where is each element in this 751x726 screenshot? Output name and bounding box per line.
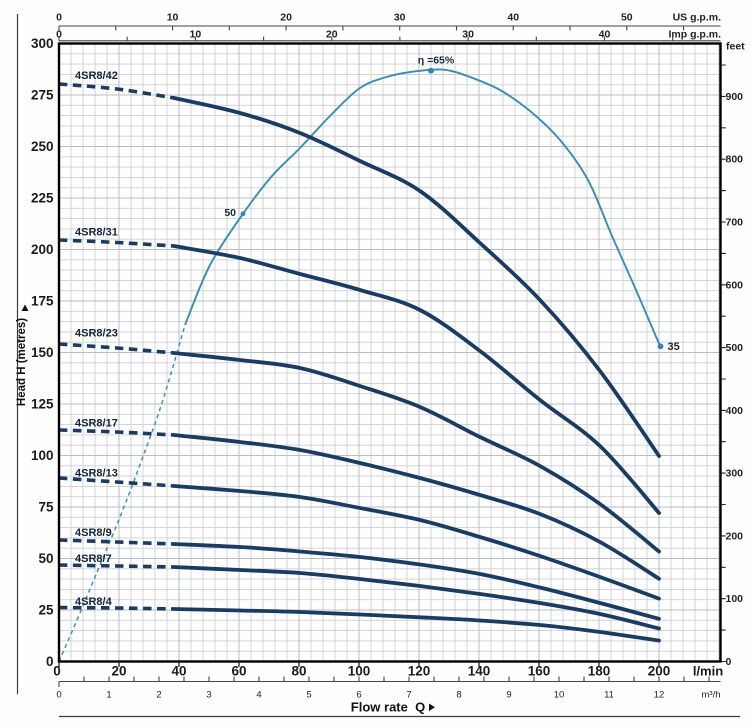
svg-text:120: 120: [408, 664, 431, 679]
svg-text:140: 140: [468, 664, 491, 679]
svg-text:0: 0: [56, 12, 62, 24]
svg-text:180: 180: [588, 664, 611, 679]
svg-text:8: 8: [456, 690, 461, 701]
svg-text:100: 100: [348, 664, 371, 679]
svg-text:20: 20: [111, 664, 126, 679]
svg-text:30: 30: [462, 29, 474, 41]
svg-text:2: 2: [156, 690, 161, 701]
svg-text:175: 175: [31, 294, 54, 309]
svg-text:100: 100: [726, 593, 744, 605]
svg-text:0: 0: [56, 29, 62, 41]
svg-text:200: 200: [726, 530, 744, 542]
svg-text:800: 800: [726, 154, 744, 166]
svg-text:200: 200: [648, 664, 671, 679]
svg-text:0: 0: [56, 690, 61, 701]
svg-text:9: 9: [506, 690, 511, 701]
svg-text:600: 600: [726, 279, 744, 291]
svg-text:10: 10: [190, 29, 202, 41]
svg-text:10: 10: [167, 12, 179, 24]
svg-text:4SR8/17: 4SR8/17: [75, 417, 118, 429]
svg-text:40: 40: [599, 29, 611, 41]
svg-text:20: 20: [280, 12, 292, 24]
svg-text:10: 10: [554, 690, 565, 701]
svg-text:250: 250: [31, 139, 54, 154]
svg-text:4SR8/9: 4SR8/9: [75, 527, 112, 539]
svg-text:η =65%: η =65%: [418, 55, 455, 67]
svg-text:700: 700: [726, 216, 744, 228]
svg-text:4SR8/4: 4SR8/4: [75, 596, 113, 608]
svg-text:12: 12: [654, 690, 665, 701]
svg-text:60: 60: [231, 664, 246, 679]
svg-text:50: 50: [224, 207, 236, 219]
svg-text:500: 500: [726, 342, 744, 354]
svg-text:275: 275: [31, 88, 54, 103]
svg-text:200: 200: [31, 242, 54, 257]
svg-text:80: 80: [291, 664, 306, 679]
svg-text:US g.p.m.: US g.p.m.: [673, 12, 722, 24]
svg-text:300: 300: [31, 36, 54, 51]
svg-text:4: 4: [256, 690, 261, 701]
svg-text:0: 0: [46, 654, 54, 669]
svg-text:4SR8/13: 4SR8/13: [75, 467, 118, 479]
svg-text:Imp g.p.m.: Imp g.p.m.: [669, 29, 722, 41]
svg-text:30: 30: [394, 12, 406, 24]
svg-text:4SR8/23: 4SR8/23: [75, 328, 118, 340]
svg-text:Head H (metres): Head H (metres): [16, 318, 28, 406]
svg-text:160: 160: [528, 664, 551, 679]
svg-text:40: 40: [507, 12, 519, 24]
svg-text:0: 0: [53, 664, 61, 679]
svg-text:Flow rate Q: Flow rate Q: [351, 700, 425, 715]
svg-text:l/min: l/min: [693, 664, 723, 679]
svg-text:m³/h: m³/h: [702, 690, 721, 701]
svg-text:225: 225: [31, 191, 54, 206]
svg-text:7: 7: [406, 690, 411, 701]
svg-text:4SR8/31: 4SR8/31: [75, 226, 118, 238]
svg-text:6: 6: [356, 690, 361, 701]
svg-text:20: 20: [326, 29, 338, 41]
svg-text:5: 5: [306, 690, 311, 701]
svg-text:4SR8/7: 4SR8/7: [75, 553, 112, 565]
svg-text:35: 35: [668, 341, 680, 353]
svg-text:400: 400: [726, 405, 744, 417]
svg-text:300: 300: [726, 468, 744, 480]
svg-text:1: 1: [106, 690, 111, 701]
svg-text:feet: feet: [726, 41, 745, 53]
svg-text:50: 50: [38, 551, 53, 566]
svg-text:3: 3: [206, 690, 211, 701]
svg-text:75: 75: [38, 500, 54, 515]
svg-text:40: 40: [171, 664, 186, 679]
svg-text:900: 900: [726, 91, 744, 103]
svg-text:11: 11: [604, 690, 614, 701]
svg-text:4SR8/42: 4SR8/42: [75, 70, 118, 82]
svg-text:100: 100: [31, 448, 54, 463]
svg-text:25: 25: [38, 603, 54, 618]
svg-text:0: 0: [726, 656, 732, 668]
svg-text:50: 50: [621, 12, 633, 24]
svg-text:125: 125: [31, 397, 54, 412]
svg-text:150: 150: [31, 345, 54, 360]
